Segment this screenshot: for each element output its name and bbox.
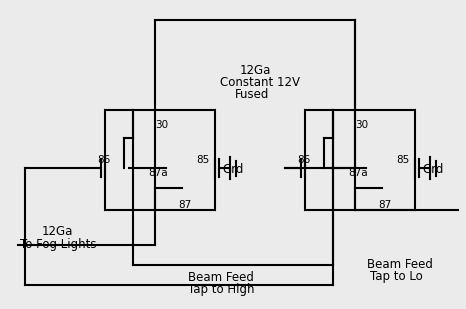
Text: Beam Feed: Beam Feed (188, 271, 254, 284)
Text: 86: 86 (297, 155, 310, 165)
Text: Beam Feed: Beam Feed (367, 258, 433, 271)
Text: 87a: 87a (148, 168, 168, 178)
Text: To Fog Lights: To Fog Lights (20, 238, 96, 251)
Text: 30: 30 (355, 120, 368, 130)
Text: 86: 86 (97, 155, 110, 165)
Bar (105, 110, 215, 210)
Text: 12Ga: 12Ga (240, 64, 271, 77)
Text: 85: 85 (196, 155, 209, 165)
Text: Tap to Lo: Tap to Lo (370, 270, 423, 283)
Text: 87a: 87a (348, 168, 368, 178)
Text: 30: 30 (155, 120, 168, 130)
Text: Tap to High: Tap to High (188, 283, 254, 296)
Text: Constant 12V: Constant 12V (220, 76, 300, 89)
Text: Fused: Fused (235, 88, 269, 101)
Text: 87: 87 (178, 200, 191, 210)
Bar (305, 110, 415, 210)
Text: 87: 87 (378, 200, 391, 210)
Text: 85: 85 (396, 155, 409, 165)
Text: 12Ga: 12Ga (42, 225, 73, 238)
Text: Grd: Grd (222, 163, 243, 176)
Text: Grd: Grd (422, 163, 443, 176)
